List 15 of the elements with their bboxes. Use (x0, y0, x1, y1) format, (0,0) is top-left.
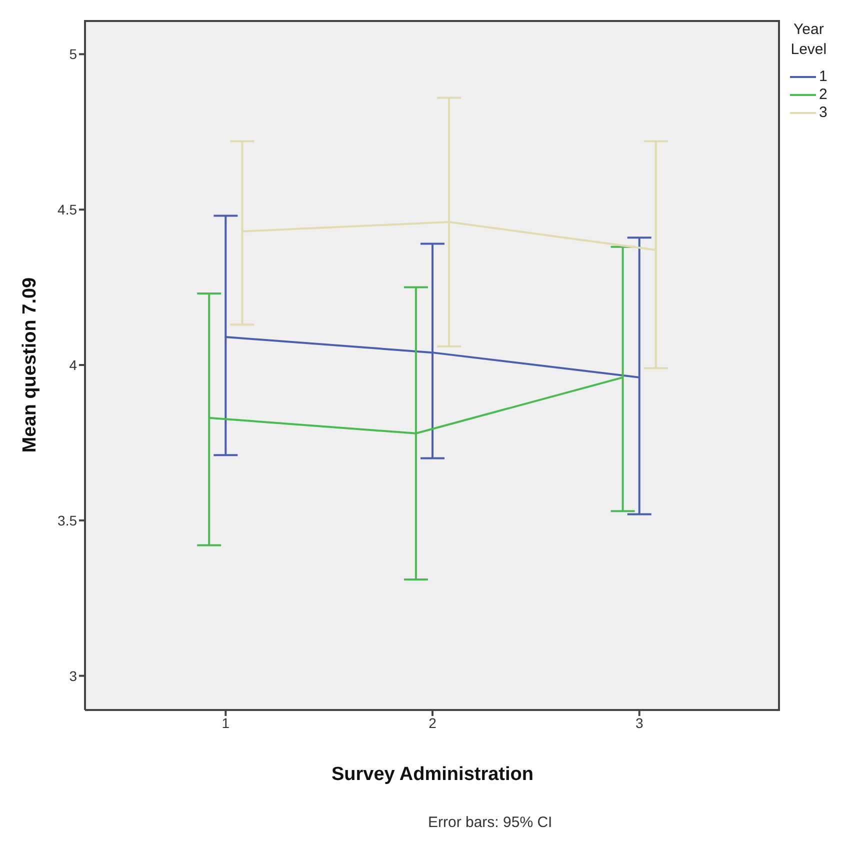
legend-label: 2 (819, 85, 828, 105)
legend-label: 1 (819, 67, 828, 87)
text: Error bars: 95% CI (428, 814, 552, 831)
y-tick-label: 3.5 (58, 512, 78, 528)
y-tick-label: 3 (69, 668, 78, 684)
x-tick-label: 3 (635, 714, 644, 731)
y-tick-label: 4 (69, 356, 78, 373)
x-tick-label: 1 (222, 714, 230, 731)
y-axis-title: Mean question 7.09 (20, 277, 40, 453)
x-axis-title: Survey Administration (331, 764, 534, 785)
legend-title: Year Level (790, 20, 828, 60)
y-tick-label: 5 (69, 46, 78, 62)
y-tick-label: 4.5 (58, 202, 78, 218)
legend-label: 3 (819, 103, 828, 123)
x-tick-label: 2 (428, 714, 437, 731)
